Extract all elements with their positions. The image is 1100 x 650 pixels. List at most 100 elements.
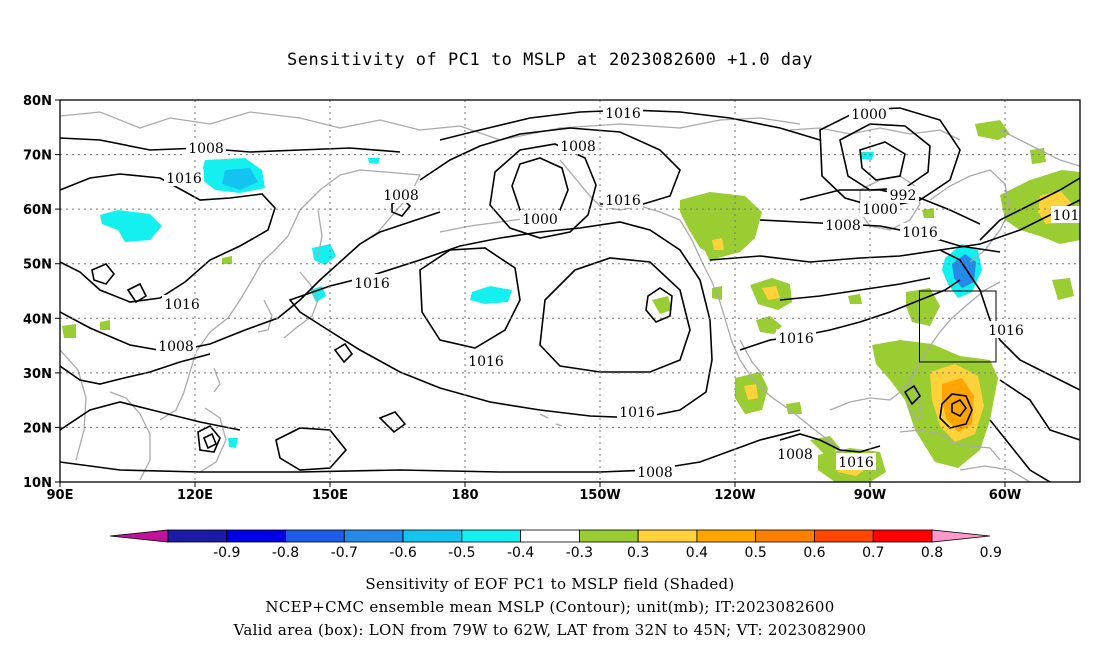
lat-label: 40N	[23, 312, 52, 327]
contour-label: 1016	[466, 352, 506, 370]
contour-label: 1016	[352, 274, 392, 292]
map-title: Sensitivity of PC1 to MSLP at 2023082600…	[286, 50, 813, 70]
shade-cyan-area	[100, 210, 162, 242]
coastline-taiwan	[213, 367, 221, 393]
colorbar-label: 0.5	[745, 545, 767, 561]
contour-label: 1016	[603, 191, 643, 209]
svg-text:1008: 1008	[158, 339, 194, 355]
contour-small-japan	[333, 342, 354, 364]
lat-label: 70N	[23, 149, 52, 164]
lon-label: 150E	[312, 488, 348, 503]
contour-1016-asia	[60, 173, 276, 303]
coastline-indochina	[109, 391, 151, 481]
contour-atl-east-2	[989, 419, 1051, 482]
colorbar-label: 0.3	[627, 545, 649, 561]
shade-green-area	[975, 120, 1010, 140]
contour-hurricane-outer	[939, 393, 973, 429]
shade-green-area	[100, 320, 110, 330]
axis-ticks	[55, 99, 1006, 487]
svg-text:1016: 1016	[468, 354, 504, 370]
lon-label: 90E	[47, 488, 74, 503]
contour-1008-siberia	[60, 137, 401, 153]
gridlines	[60, 100, 1080, 482]
coastline-caribbean	[949, 441, 1001, 461]
contour-1016-us-2	[779, 277, 931, 301]
contour-label: 1008	[186, 139, 226, 157]
colorbar-swatch	[578, 529, 639, 543]
svg-text:1000: 1000	[522, 212, 558, 228]
coastline-korea	[257, 299, 273, 333]
svg-text:1016: 1016	[605, 193, 641, 209]
contour-label: 1008	[635, 463, 675, 481]
coastline-arctic-islands	[789, 127, 961, 141]
caption-line-3: Valid area (box): LON from 79W to 62W, L…	[233, 621, 867, 639]
caption-line-1: Sensitivity of EOF PC1 to MSLP field (Sh…	[365, 575, 735, 593]
svg-text:1016: 1016	[354, 276, 390, 292]
svg-text:1008: 1008	[637, 465, 673, 481]
contour-label: 1016	[603, 104, 643, 122]
contour-1016-atl	[979, 177, 1080, 241]
contour-layer	[60, 107, 1080, 482]
contour-label: 101	[1051, 206, 1081, 224]
colorbar-swatch	[461, 529, 522, 543]
svg-text:1016: 1016	[605, 106, 641, 122]
latitude-labels: 80N 70N 60N 50N 40N 30N 20N 10N	[23, 94, 52, 491]
lon-label: 180	[451, 488, 478, 503]
contour-small-high-west-2	[126, 282, 148, 304]
lat-label: 60N	[23, 203, 52, 218]
colorbar-right-arrow	[931, 529, 991, 543]
svg-text:1008: 1008	[560, 139, 596, 155]
shade-orange-area	[762, 286, 780, 300]
svg-text:1000: 1000	[862, 202, 898, 218]
coastline-baja	[739, 339, 765, 377]
contour-label: 1008	[823, 216, 863, 234]
shade-cyan-area	[860, 152, 874, 160]
contour-1016-na	[709, 199, 1080, 263]
lat-label: 30N	[23, 367, 52, 382]
shade-green-area	[848, 294, 862, 304]
svg-text:1016: 1016	[838, 455, 874, 471]
coastline-japan	[283, 271, 319, 339]
colorbar-swatch	[755, 529, 815, 543]
contour-1016-south	[60, 401, 241, 431]
shade-cyan-area	[312, 244, 336, 265]
contour-small-high-philippines-inner	[202, 432, 218, 450]
colorbar-swatch	[167, 529, 228, 543]
colorbar-label: -0.3	[566, 545, 593, 561]
coastline-na-west	[679, 219, 881, 471]
contour-1008-mex	[779, 433, 881, 453]
colorbar-label: -0.9	[213, 545, 240, 561]
colorbar: -0.9 -0.8 -0.7 -0.6 -0.5 -0.4 -0.3 0.3 0…	[109, 529, 1002, 561]
svg-text:1016: 1016	[619, 405, 655, 421]
contour-small-high-pacific	[275, 427, 348, 471]
contour-1016-inner	[419, 247, 521, 349]
svg-text:1000: 1000	[851, 107, 887, 123]
svg-text:1008: 1008	[777, 447, 813, 463]
contour-label: 1008	[156, 337, 196, 355]
contour-1016-inner-2	[539, 257, 691, 373]
colorbar-label: -0.8	[272, 545, 299, 561]
svg-text:1008: 1008	[825, 218, 861, 234]
shade-cyan-area	[470, 286, 512, 304]
contour-polar-low-inner	[859, 141, 906, 181]
colorbar-left-arrow	[109, 529, 169, 543]
coastline-florida	[907, 379, 923, 421]
svg-text:101: 101	[1053, 208, 1080, 224]
coastline-alaska-north	[499, 117, 801, 141]
shade-green-area	[1052, 278, 1074, 300]
contour-small-low-us	[645, 287, 673, 323]
colorbar-swatch	[285, 529, 345, 543]
contour-label: 1000	[860, 200, 900, 218]
caption-line-2: NCEP+CMC ensemble mean MSLP (Contour); u…	[265, 598, 835, 616]
coastline-philippines	[199, 407, 227, 473]
coastline-siberia	[60, 111, 501, 141]
contour-small-gulf	[903, 384, 922, 406]
contour-hurricane-inner	[951, 398, 967, 418]
lon-label: 120E	[177, 488, 213, 503]
contour-1008-india	[60, 353, 211, 385]
svg-text:1016: 1016	[778, 331, 814, 347]
contour-label: 1016	[986, 321, 1026, 339]
colorbar-label: -0.5	[448, 545, 475, 561]
lon-label: 150W	[579, 488, 620, 503]
colorbar-label: 0.8	[921, 545, 943, 561]
